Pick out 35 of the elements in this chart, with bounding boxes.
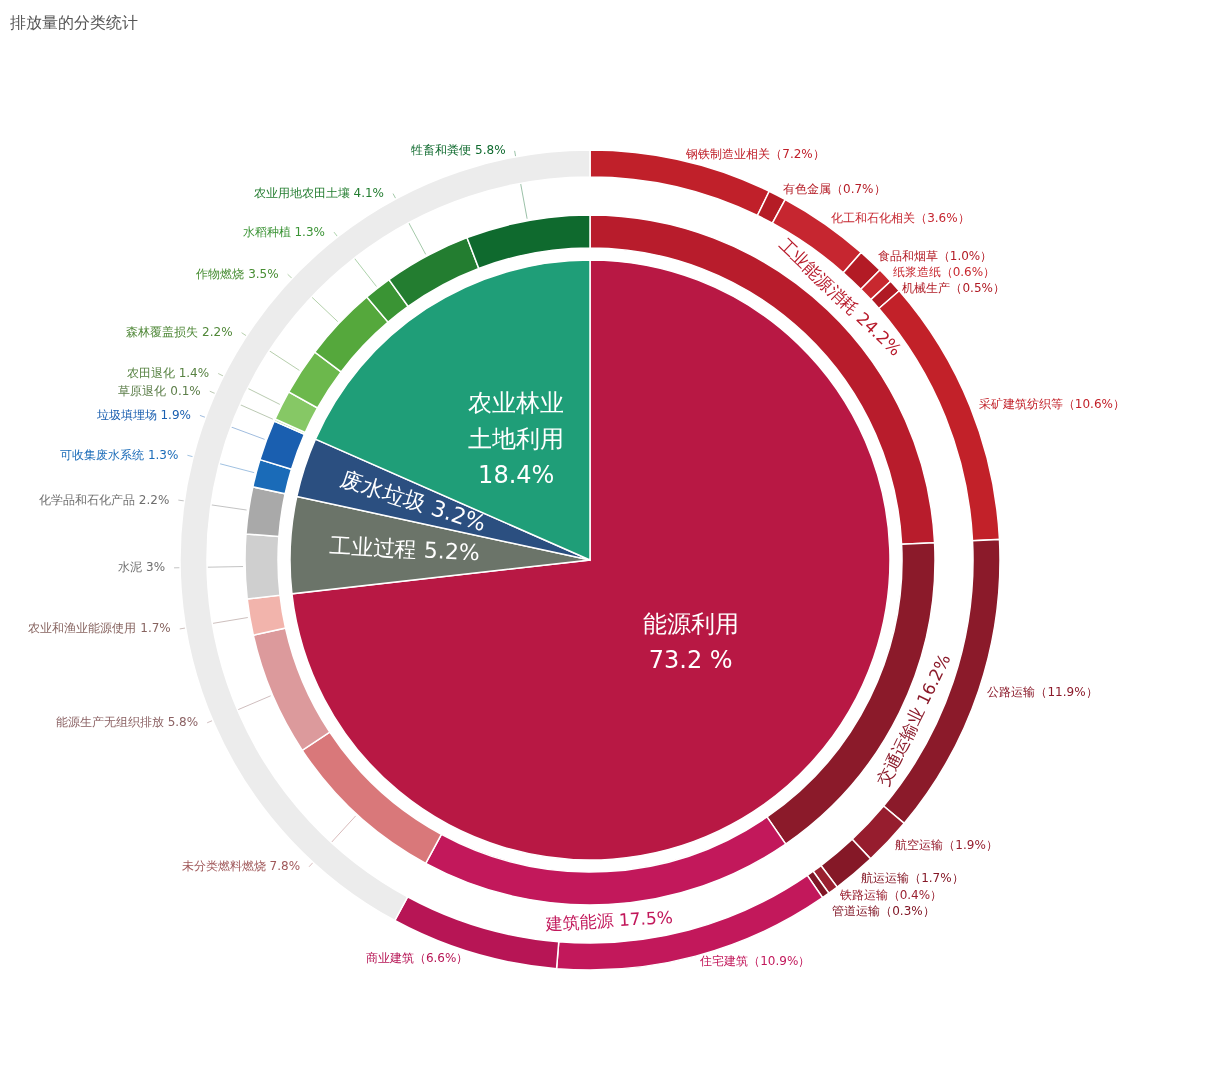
slice-label: 纸浆造纸（0.6%） xyxy=(892,265,996,280)
slice-label: 水稻种植 1.3% xyxy=(242,224,325,239)
slice-label: 管道运输（0.3%） xyxy=(832,903,935,918)
slice-label: 农田退化 1.4% xyxy=(126,365,210,380)
slice-label: 住宅建筑（10.9%） xyxy=(699,954,811,969)
slice-label: 工业过程 5.2% xyxy=(328,532,481,566)
slice-label: 可收集废水系统 1.3% xyxy=(60,447,179,462)
slice-label: 商业建筑（6.6%） xyxy=(365,951,469,966)
slice-label: 公路运输（11.9%） xyxy=(987,684,1098,699)
data-label: 18.4% xyxy=(478,460,555,489)
slice-label: 航空运输（1.9%） xyxy=(895,838,998,853)
slice-label: 钢铁制造业相关（7.2%） xyxy=(685,147,825,162)
slice-label: 作物燃烧 3.5% xyxy=(195,266,279,281)
slice-label: 铁路运输（0.4%） xyxy=(838,887,943,902)
slice-label: 建筑能源 17.5% xyxy=(544,907,674,934)
data-label: 73.2 % xyxy=(648,645,733,674)
slice-label: 能源生产无组织排放 5.8% xyxy=(55,715,199,730)
slice-label: 未分类燃料燃烧 7.8% xyxy=(181,859,301,874)
slice-label: 食品和烟草（1.0%） xyxy=(877,249,993,264)
text: 排放量的分类统计 xyxy=(10,13,138,32)
slice-label: 农业林业土地利用 xyxy=(468,388,565,453)
slice-label: 草原退化 0.1% xyxy=(118,383,201,398)
slice-label: 牲畜和粪便 5.8% xyxy=(411,143,506,158)
slice-label: 农业用地农田土壤 4.1% xyxy=(253,186,385,201)
slice-label: 采矿建筑纺织等（10.6%） xyxy=(978,396,1125,411)
slice-label: 化工和石化相关（3.6%） xyxy=(831,211,970,226)
slice-label: 有色金属（0.7%） xyxy=(783,182,886,197)
slice-label: 机械生产（0.5%） xyxy=(902,281,1005,296)
slice-label: 航运运输（1.7%） xyxy=(861,870,964,885)
slice-label: 农业和渔业能源使用 1.7% xyxy=(28,621,171,636)
slice-label: 化学品和石化产品 2.2% xyxy=(39,492,170,507)
slice-label: 水泥 3% xyxy=(118,560,166,575)
slice-label: 垃圾填埋场 1.9% xyxy=(95,407,191,422)
slice-label: 森林覆盖损失 2.2% xyxy=(126,325,233,340)
slice-label: 能源利用 xyxy=(642,609,739,638)
